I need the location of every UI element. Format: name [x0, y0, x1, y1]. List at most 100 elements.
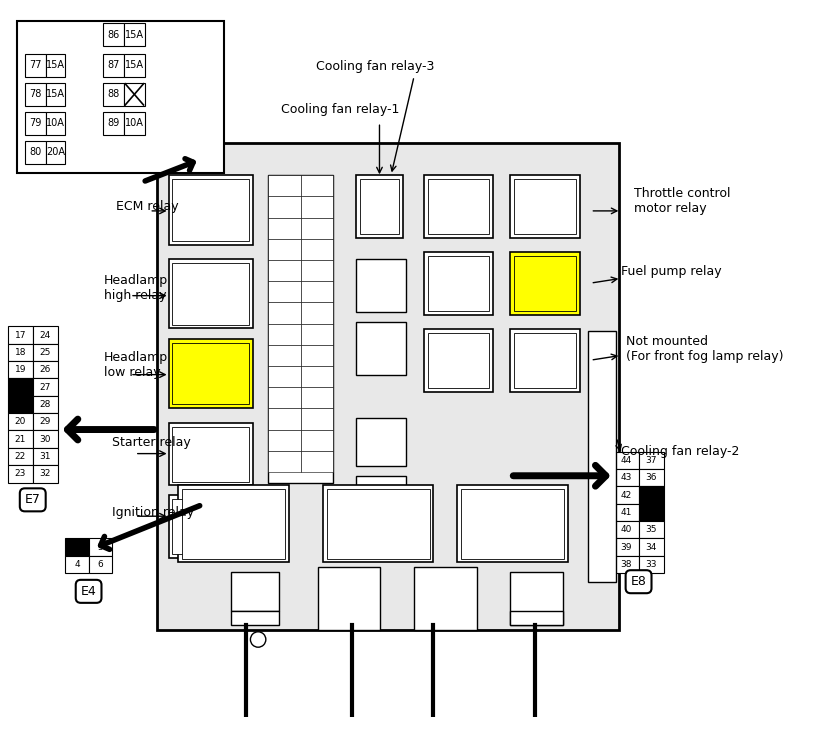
- Bar: [356, 259, 406, 312]
- Bar: [33, 413, 58, 431]
- Text: Cooling fan relay-1: Cooling fan relay-1: [280, 103, 399, 116]
- Text: 27: 27: [40, 383, 51, 392]
- Bar: [231, 572, 280, 610]
- Bar: [301, 450, 333, 472]
- Bar: [168, 495, 254, 558]
- Bar: [172, 426, 250, 482]
- Text: 15A: 15A: [125, 61, 145, 71]
- Text: 33: 33: [646, 560, 657, 569]
- Bar: [168, 175, 254, 245]
- Bar: [356, 322, 406, 374]
- Bar: [356, 476, 406, 534]
- Bar: [25, 82, 46, 106]
- Bar: [428, 179, 489, 234]
- Bar: [7, 326, 33, 344]
- Bar: [511, 253, 580, 315]
- Text: Fuel pump relay: Fuel pump relay: [621, 265, 722, 278]
- Bar: [172, 343, 250, 404]
- Text: 32: 32: [40, 469, 51, 478]
- Text: 31: 31: [40, 452, 51, 461]
- Bar: [124, 82, 146, 106]
- Bar: [424, 175, 493, 238]
- Bar: [638, 486, 663, 504]
- Circle shape: [250, 631, 266, 648]
- Text: 88: 88: [107, 89, 120, 99]
- Text: 35: 35: [646, 525, 657, 534]
- Bar: [124, 112, 146, 135]
- Bar: [7, 396, 33, 413]
- Text: E4: E4: [80, 585, 97, 598]
- Bar: [7, 413, 33, 431]
- Bar: [33, 326, 58, 344]
- Bar: [25, 141, 46, 164]
- Bar: [424, 329, 493, 392]
- Bar: [638, 521, 663, 538]
- Text: 15A: 15A: [46, 61, 65, 71]
- Bar: [267, 260, 301, 281]
- Text: Cooling fan relay-2: Cooling fan relay-2: [621, 445, 740, 458]
- Text: 79: 79: [29, 118, 41, 128]
- Bar: [511, 610, 563, 625]
- Bar: [267, 175, 333, 483]
- Text: 77: 77: [29, 61, 42, 71]
- Text: 20: 20: [15, 418, 26, 426]
- Bar: [7, 447, 33, 465]
- Text: 41: 41: [620, 508, 632, 517]
- Text: 39: 39: [620, 542, 632, 552]
- Text: Ignition relay: Ignition relay: [111, 506, 193, 519]
- Text: 38: 38: [620, 560, 632, 569]
- Bar: [267, 345, 301, 366]
- Bar: [124, 54, 146, 77]
- Bar: [614, 486, 638, 504]
- Bar: [33, 396, 58, 413]
- Bar: [301, 387, 333, 408]
- Bar: [267, 239, 301, 260]
- Bar: [360, 179, 398, 234]
- Bar: [614, 521, 638, 538]
- Bar: [301, 323, 333, 345]
- Text: 24: 24: [40, 331, 51, 339]
- Bar: [7, 378, 33, 396]
- Bar: [301, 239, 333, 260]
- Text: 21: 21: [15, 434, 26, 444]
- Text: 15A: 15A: [46, 89, 65, 99]
- Text: 34: 34: [646, 542, 657, 552]
- Text: 19: 19: [15, 365, 26, 374]
- Text: 29: 29: [40, 418, 51, 426]
- Text: 23: 23: [15, 469, 26, 478]
- Bar: [267, 323, 301, 345]
- Bar: [301, 302, 333, 323]
- Text: 17: 17: [15, 331, 26, 339]
- Text: Throttle control
motor relay: Throttle control motor relay: [634, 188, 730, 215]
- Bar: [66, 556, 89, 573]
- Bar: [7, 465, 33, 483]
- Bar: [7, 431, 33, 447]
- Bar: [33, 465, 58, 483]
- Bar: [267, 429, 301, 450]
- Bar: [172, 263, 250, 325]
- Text: 42: 42: [620, 491, 632, 499]
- Text: Cooling fan relay-3: Cooling fan relay-3: [316, 60, 435, 73]
- Bar: [323, 485, 433, 562]
- Bar: [428, 333, 489, 388]
- Text: 86: 86: [107, 30, 120, 39]
- Bar: [458, 485, 568, 562]
- Text: 15A: 15A: [125, 30, 145, 39]
- Bar: [46, 141, 66, 164]
- Bar: [231, 610, 280, 625]
- Text: 80: 80: [29, 147, 41, 157]
- Bar: [89, 556, 111, 573]
- Bar: [33, 344, 58, 361]
- Text: 4: 4: [74, 560, 80, 569]
- Bar: [172, 499, 250, 554]
- Bar: [46, 112, 66, 135]
- Text: 43: 43: [620, 473, 632, 483]
- Bar: [267, 218, 301, 239]
- Text: 25: 25: [40, 348, 51, 357]
- Bar: [301, 281, 333, 302]
- Bar: [301, 218, 333, 239]
- Text: 36: 36: [646, 473, 657, 483]
- Bar: [172, 179, 250, 241]
- Bar: [157, 144, 620, 630]
- Text: 18: 18: [15, 348, 26, 357]
